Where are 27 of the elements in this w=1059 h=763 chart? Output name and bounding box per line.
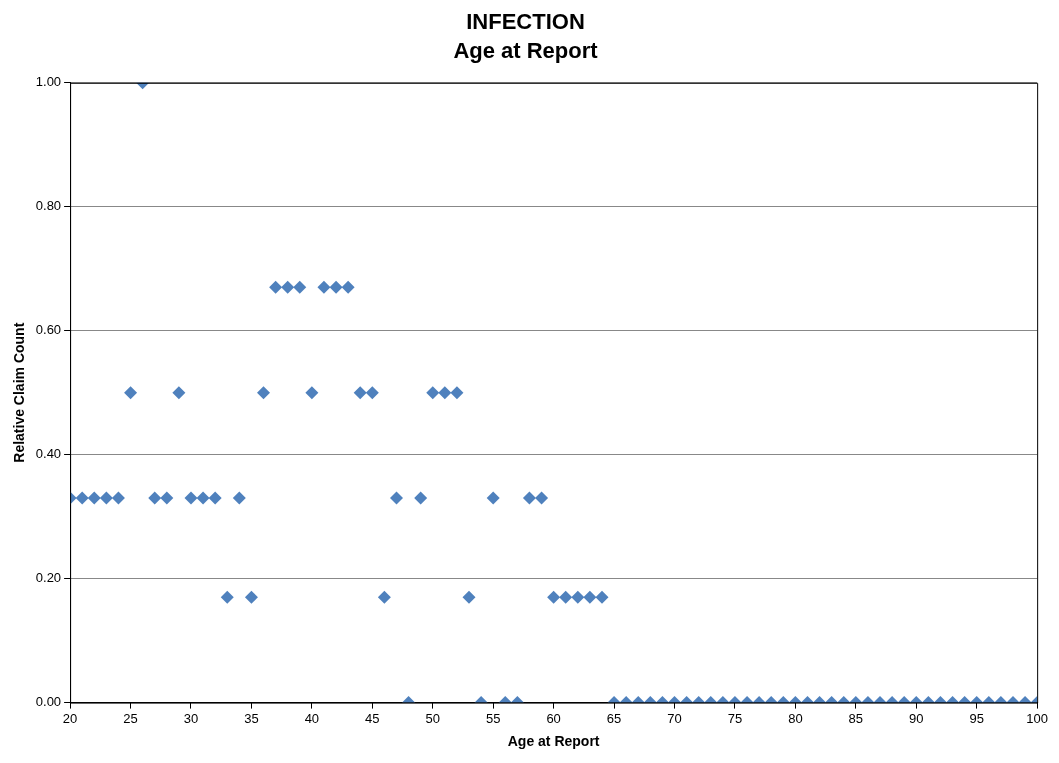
x-tick-label: 50 <box>425 710 440 726</box>
chart-title: INFECTION <box>466 9 585 35</box>
x-tick-label: 80 <box>788 710 803 726</box>
x-tick-label: 65 <box>606 710 622 726</box>
x-tick-label: 20 <box>62 710 78 726</box>
x-tick-label: 75 <box>727 710 743 726</box>
x-tick-label: 70 <box>667 710 682 726</box>
y-tick-label: 0.00 <box>35 694 62 710</box>
x-tick-label: 100 <box>1026 710 1049 726</box>
y-tick-label: 0.40 <box>35 446 62 462</box>
x-tick-label: 30 <box>183 710 199 726</box>
y-tick-label: 0.80 <box>35 198 62 214</box>
x-axis-title: Age at Report <box>507 733 600 750</box>
y-tick-label: 1.00 <box>35 74 62 90</box>
x-tick-label: 60 <box>546 710 561 726</box>
x-tick-label: 35 <box>244 710 259 726</box>
y-tick-label: 0.60 <box>35 322 62 338</box>
chart-subtitle: Age at Report <box>453 37 599 63</box>
x-tick-label: 40 <box>304 710 320 726</box>
y-tick-label: 0.20 <box>35 570 62 586</box>
y-axis-title: Relative Claim Count <box>11 322 28 463</box>
x-tick-label: 95 <box>969 710 984 726</box>
x-tick-label: 85 <box>848 710 864 726</box>
x-tick-label: 90 <box>909 710 924 726</box>
x-tick-label: 45 <box>365 710 380 726</box>
x-tick-label: 25 <box>123 710 138 726</box>
x-tick-label: 55 <box>485 710 501 726</box>
